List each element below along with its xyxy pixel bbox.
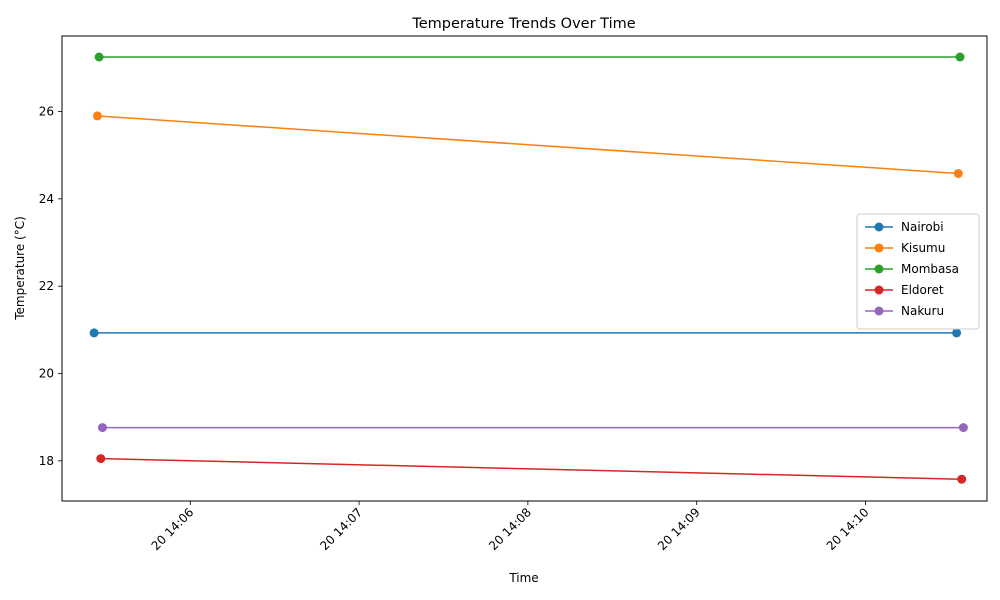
- legend-marker-mombasa: [874, 264, 884, 274]
- data-point-nairobi-1: [952, 328, 962, 338]
- legend-marker-nakuru: [874, 306, 884, 316]
- y-tick-label: 22: [39, 279, 54, 293]
- legend-label-nairobi: Nairobi: [901, 220, 944, 234]
- y-tick-label: 18: [39, 454, 54, 468]
- legend-marker-eldoret: [874, 285, 884, 295]
- y-tick-label: 26: [39, 105, 54, 119]
- data-point-eldoret-1: [957, 474, 967, 484]
- plot-frame: [61, 35, 988, 502]
- data-point-mombasa-0: [94, 52, 104, 62]
- legend-label-eldoret: Eldoret: [901, 283, 944, 297]
- legend-label-kisumu: Kisumu: [901, 241, 945, 255]
- x-axis-label: Time: [508, 571, 538, 585]
- legend-marker-kisumu: [874, 243, 884, 253]
- data-point-kisumu-1: [953, 169, 963, 178]
- y-tick-label: 20: [39, 367, 54, 381]
- data-point-nairobi-0: [89, 328, 99, 338]
- legend-marker-nairobi: [874, 222, 884, 232]
- y-axis-label: Temperature (°C): [13, 216, 27, 321]
- legend-box: [856, 213, 980, 330]
- data-point-nakuru-1: [958, 423, 968, 433]
- plot-area: [89, 52, 968, 484]
- y-axis: 18 20 22 24 26: [39, 105, 62, 468]
- legend-label-nakuru: Nakuru: [901, 304, 944, 318]
- series-line-kisumu: [97, 115, 959, 175]
- legend-label-mombasa: Mombasa: [901, 262, 959, 276]
- y-tick-label: 24: [39, 192, 54, 206]
- data-point-kisumu-0: [92, 111, 102, 121]
- data-point-eldoret-0: [96, 454, 106, 464]
- data-point-nakuru-0: [98, 423, 107, 433]
- legend: Nairobi Kisumu Mombasa Eldoret Nakuru: [856, 213, 980, 330]
- data-point-mombasa-1: [955, 52, 965, 62]
- series-line-eldoret: [100, 457, 962, 480]
- chart-title: Temperature Trends Over Time: [411, 16, 635, 32]
